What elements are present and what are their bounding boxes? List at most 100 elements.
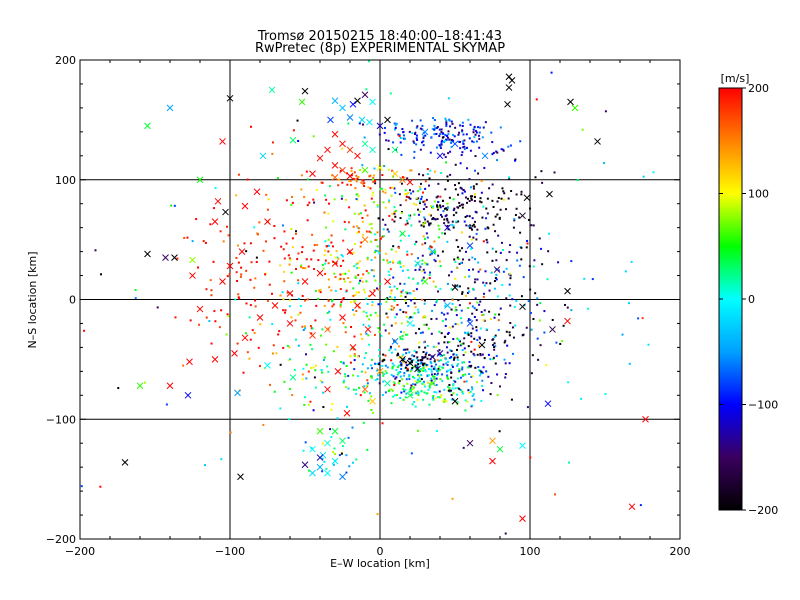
data-point-dot — [412, 386, 415, 389]
data-point-dot — [354, 277, 357, 280]
data-point-dot — [334, 453, 337, 456]
data-point-dot — [156, 306, 159, 309]
data-point-dot — [372, 269, 375, 272]
data-point-dot — [326, 312, 329, 315]
data-point-dot — [507, 197, 510, 200]
data-point-dot — [351, 426, 354, 429]
data-point-dot — [202, 240, 205, 243]
data-point-dot — [440, 394, 443, 397]
data-point-dot — [426, 374, 429, 377]
data-point-dot — [198, 323, 201, 326]
cross-stroke — [253, 188, 261, 196]
data-point-dot — [303, 196, 306, 199]
data-point-dot — [421, 254, 424, 257]
data-point-cross — [421, 128, 429, 136]
data-point-dot — [489, 317, 492, 320]
data-point-cross — [189, 256, 196, 264]
data-point-dot — [482, 240, 485, 243]
data-point-cross — [234, 389, 241, 397]
data-point-dot — [410, 368, 413, 371]
data-point-dot — [475, 131, 478, 134]
data-point-dot — [344, 331, 347, 334]
data-point-dot — [358, 227, 361, 230]
data-point-dot — [513, 218, 516, 221]
data-point-dot — [493, 280, 496, 283]
data-point-dot — [353, 353, 356, 356]
data-point-dot — [547, 250, 550, 253]
data-point-dot — [212, 260, 215, 263]
data-point-dot — [195, 218, 198, 221]
cross-stroke — [376, 164, 384, 172]
data-point-dot — [497, 234, 500, 237]
data-point-dot — [441, 139, 444, 142]
data-point-dot — [358, 386, 361, 389]
data-point-dot — [529, 207, 532, 210]
data-point-dot — [436, 217, 439, 220]
data-point-dot — [433, 250, 436, 253]
data-point-dot — [471, 256, 474, 259]
data-point-dot — [382, 228, 385, 231]
data-point-dot — [434, 363, 437, 366]
data-point-dot — [471, 388, 474, 391]
data-point-dot — [423, 391, 426, 394]
data-point-dot — [433, 170, 436, 173]
data-point-dot — [339, 169, 342, 172]
data-point-dot — [415, 134, 418, 137]
data-point-cross — [331, 130, 339, 138]
cross-stroke — [186, 358, 193, 366]
data-point-dot — [334, 289, 337, 292]
data-point-dot — [406, 292, 409, 295]
data-point-dot — [526, 242, 529, 245]
data-point-dot — [399, 262, 402, 265]
data-point-dot — [422, 135, 425, 138]
data-point-dot — [399, 396, 402, 399]
data-point-dot — [539, 302, 542, 305]
data-point-dot — [362, 182, 365, 185]
data-point-dot — [394, 124, 397, 127]
data-point-cross — [429, 379, 436, 387]
data-point-dot — [301, 325, 304, 328]
data-point-dot — [430, 332, 433, 335]
data-point-dot — [512, 336, 515, 339]
data-point-dot — [349, 183, 352, 186]
data-point-dot — [322, 359, 325, 362]
data-point-dot — [358, 282, 361, 285]
data-point-dot — [419, 202, 422, 205]
data-point-dot — [435, 146, 438, 149]
data-point-dot — [354, 294, 357, 297]
data-point-dot — [489, 358, 492, 361]
data-point-dot — [463, 347, 466, 350]
data-point-cross — [384, 379, 391, 387]
data-point-cross — [301, 87, 309, 95]
data-point-dot — [495, 150, 498, 153]
data-point-dot — [475, 140, 478, 143]
data-point-dot — [312, 135, 315, 138]
data-point-dot — [353, 335, 356, 338]
cross-stroke — [384, 379, 391, 387]
data-point-dot — [465, 332, 468, 335]
data-point-dot — [405, 291, 408, 294]
data-point-dot — [374, 179, 377, 182]
data-point-dot — [506, 344, 509, 347]
data-point-dot — [435, 391, 438, 394]
data-point-dot — [322, 267, 325, 270]
data-point-dot — [479, 372, 482, 375]
data-point-dot — [435, 299, 438, 302]
data-point-dot — [370, 376, 373, 379]
data-point-dot — [363, 391, 366, 394]
data-point-dot — [461, 140, 464, 143]
data-point-dot — [404, 299, 407, 302]
data-point-dot — [543, 310, 546, 313]
data-point-dot — [170, 204, 173, 207]
data-point-dot — [338, 454, 341, 457]
data-point-dot — [314, 319, 317, 322]
data-point-dot — [327, 244, 330, 247]
data-point-dot — [423, 299, 426, 302]
data-point-dot — [519, 140, 522, 143]
data-point-dot — [245, 302, 248, 305]
cross-stroke — [429, 248, 436, 255]
data-point-dot — [99, 485, 102, 488]
data-point-dot — [355, 392, 358, 395]
data-point-cross — [144, 122, 151, 130]
data-point-dot — [486, 251, 489, 254]
